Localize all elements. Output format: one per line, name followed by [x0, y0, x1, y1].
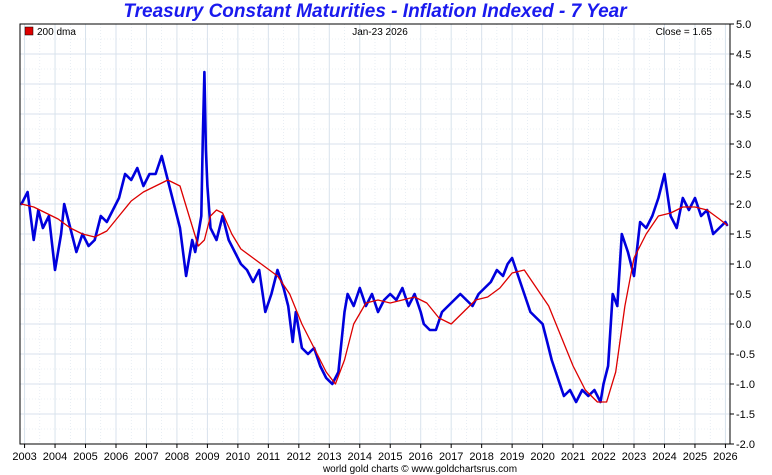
x-tick-label: 2012	[287, 451, 311, 463]
x-tick-label: 2007	[134, 451, 158, 463]
y-axis: 5.0 4.5 4.0 3.5 3.0 2.5 2.0 1.5 1.0 0.5 0.0 -0.5 -1.…	[730, 19, 755, 451]
y-tick-label: 0.0	[736, 319, 751, 331]
x-tick-label: 2021	[561, 451, 585, 463]
x-tick-label: 2010	[226, 451, 250, 463]
date-label: Jan-23 2026	[352, 27, 408, 38]
x-tick-label: 2005	[73, 451, 97, 463]
legend-label-200dma: 200 dma	[37, 27, 76, 38]
x-tick-label: 2003	[12, 451, 36, 463]
y-tick-label: 1.5	[736, 229, 751, 241]
y-tick-label: 1.0	[736, 259, 751, 271]
x-tick-label: 2014	[348, 451, 372, 463]
y-tick-label: -1.0	[736, 379, 755, 391]
y-tick-label: 4.0	[736, 79, 751, 91]
series-layer	[20, 70, 729, 404]
x-tick-label: 2025	[683, 451, 707, 463]
x-tick-label: 2024	[652, 451, 676, 463]
x-tick-label: 2015	[378, 451, 402, 463]
x-tick-label: 2022	[591, 451, 615, 463]
y-tick-label: 0.5	[736, 289, 751, 301]
x-tick-label: 2018	[469, 451, 493, 463]
credit-text: world gold charts © www.goldchartsrus.co…	[322, 464, 517, 475]
y-tick-label: 2.0	[736, 199, 751, 211]
x-tick-label: 2004	[43, 451, 67, 463]
x-tick-label: 2016	[408, 451, 432, 463]
y-tick-label: 3.0	[736, 139, 751, 151]
x-tick-label: 2011	[257, 451, 281, 463]
y-tick-label: -0.5	[736, 349, 755, 361]
y-tick-label: 4.5	[736, 49, 751, 61]
y-tick-label: 2.5	[736, 169, 751, 181]
x-tick-label: 2008	[165, 451, 189, 463]
y-tick-label: 5.0	[736, 19, 751, 31]
legend: 200 dma	[24, 26, 76, 38]
x-tick-label: 2020	[530, 451, 554, 463]
moving-average-line	[20, 179, 728, 403]
chart-title: Treasury Constant Maturities - Inflation…	[123, 1, 627, 22]
x-tick-label: 2023	[622, 451, 646, 463]
x-tick-label: 2006	[104, 451, 128, 463]
y-tick-label: 3.5	[736, 109, 751, 121]
yield-series-line	[20, 70, 729, 404]
x-axis: 2003 2004 2005 2006 2007 2008 2009 2010 2011 2012…	[12, 444, 738, 463]
close-label: Close = 1.65	[656, 27, 713, 38]
legend-swatch-200dma	[24, 26, 34, 36]
x-tick-label: 2019	[500, 451, 524, 463]
x-tick-label: 2017	[439, 451, 463, 463]
x-tick-label: 2026	[713, 451, 737, 463]
grid	[20, 24, 730, 444]
x-tick-label: 2009	[195, 451, 219, 463]
y-tick-label: -2.0	[736, 439, 755, 451]
y-tick-label: -1.5	[736, 409, 755, 421]
x-tick-label: 2013	[317, 451, 341, 463]
